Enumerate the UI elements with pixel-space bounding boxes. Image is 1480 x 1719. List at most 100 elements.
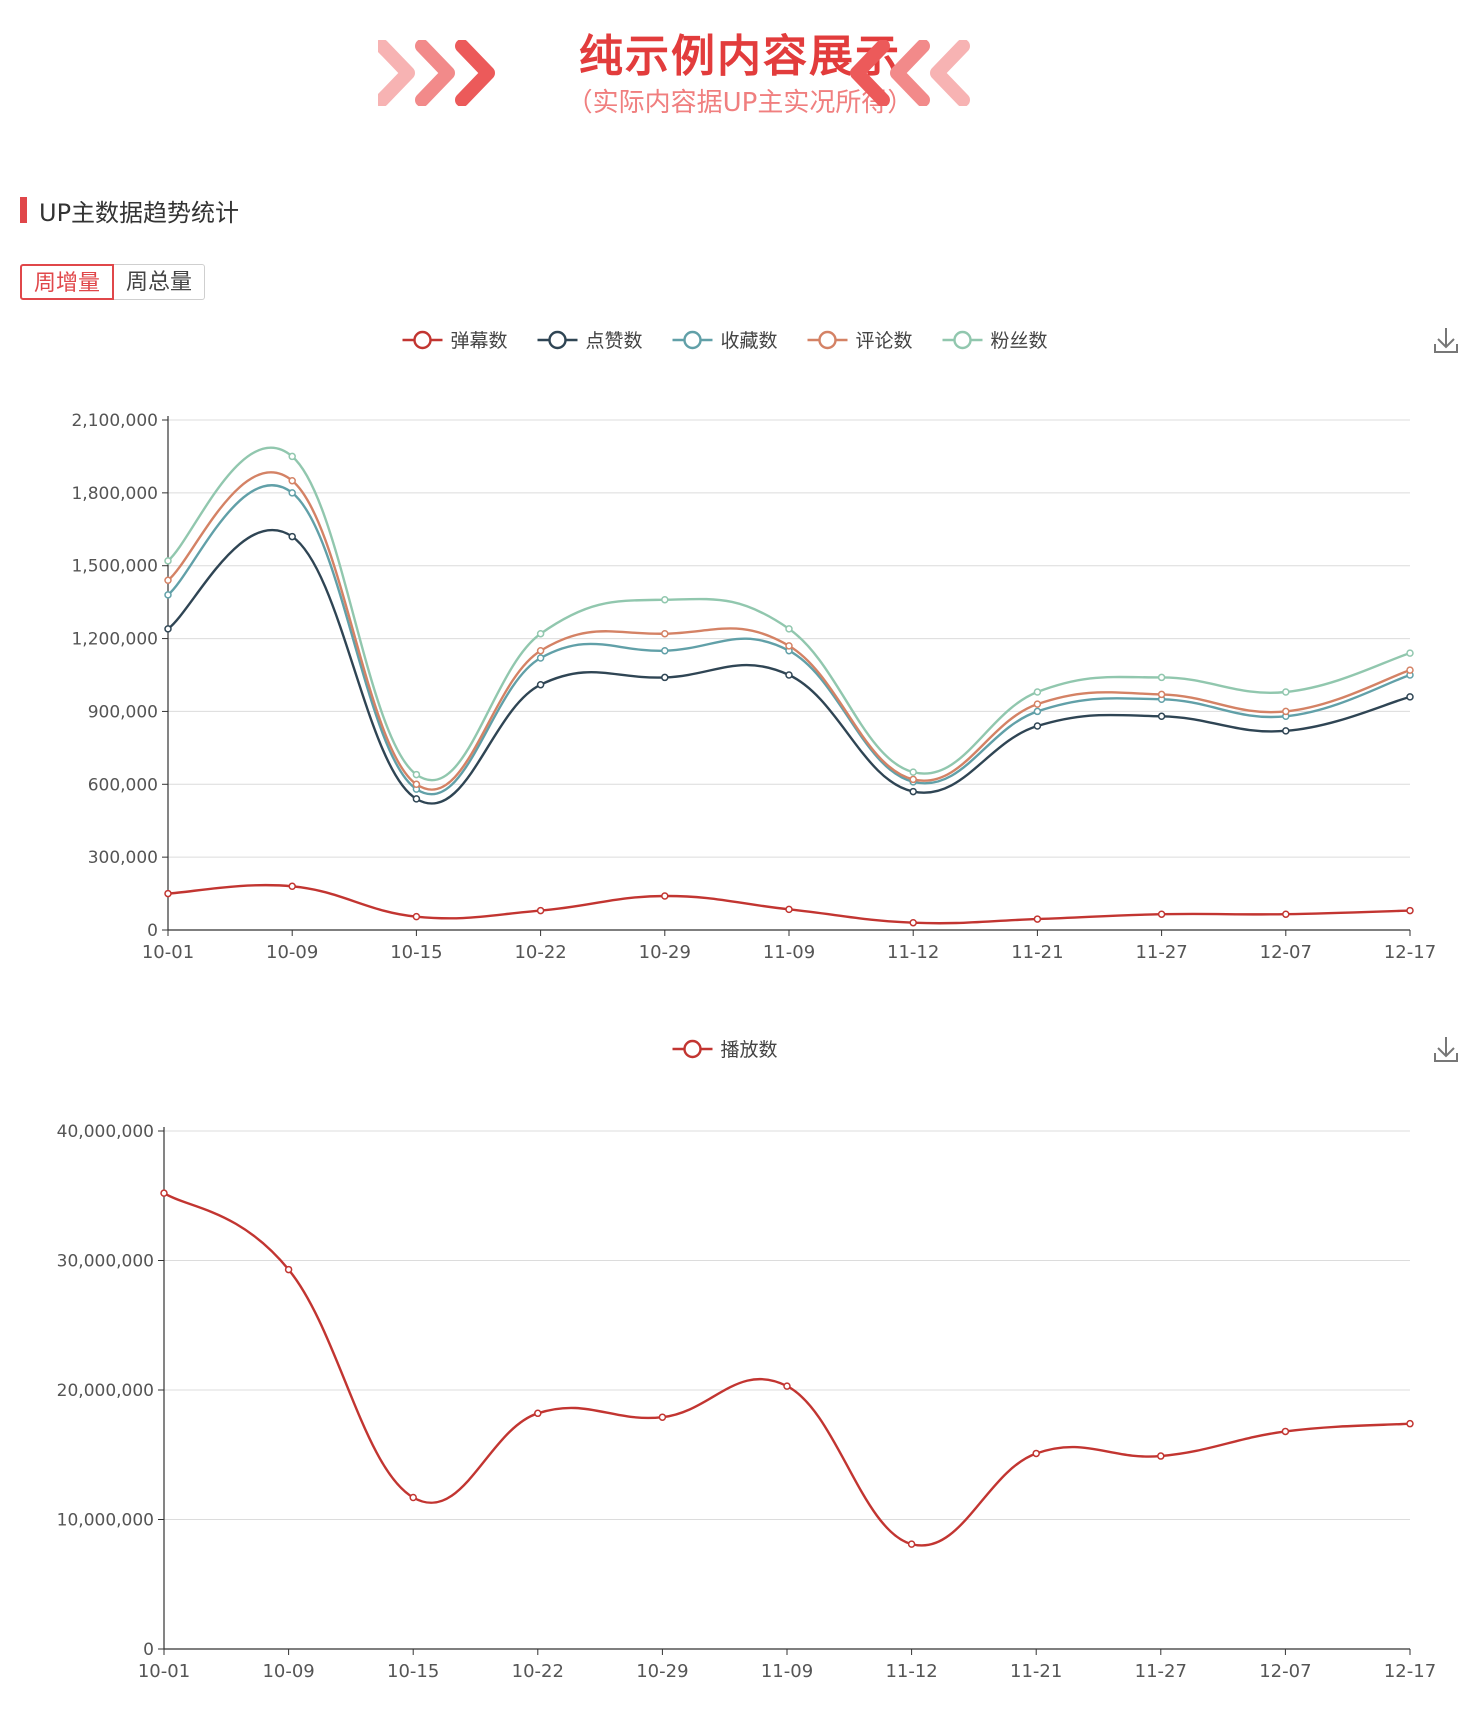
data-point[interactable] xyxy=(412,795,421,803)
data-point[interactable] xyxy=(1406,693,1414,701)
legend-item[interactable]: 点赞数 xyxy=(537,330,643,352)
x-tick-label: 11-12 xyxy=(887,942,939,963)
data-point[interactable] xyxy=(1157,712,1166,721)
x-tick-label: 11-09 xyxy=(763,942,815,963)
data-point[interactable] xyxy=(536,654,545,662)
data-point[interactable] xyxy=(661,595,669,604)
x-tick-label: 11-21 xyxy=(1010,1661,1062,1682)
legend-marker xyxy=(548,330,567,350)
data-point[interactable] xyxy=(164,889,172,898)
legend-label: 评论数 xyxy=(856,330,913,352)
data-point[interactable] xyxy=(536,906,545,915)
data-point[interactable] xyxy=(1406,649,1414,657)
data-point[interactable] xyxy=(785,905,793,914)
data-point[interactable] xyxy=(412,770,421,779)
x-tick-label: 10-29 xyxy=(639,942,691,963)
legend-label: 点赞数 xyxy=(586,330,643,352)
data-point[interactable] xyxy=(661,629,669,638)
data-point[interactable] xyxy=(288,489,296,497)
section-title-text: UP主数据趋势统计 xyxy=(39,198,240,227)
legend-item[interactable]: 评论数 xyxy=(807,330,913,352)
download-icon[interactable] xyxy=(1434,328,1458,353)
data-point[interactable] xyxy=(536,646,545,655)
data-point[interactable] xyxy=(288,476,296,485)
data-point[interactable] xyxy=(536,629,545,638)
legend-item[interactable]: 粉丝数 xyxy=(942,330,1048,352)
legend-item[interactable]: 播放数 xyxy=(672,1039,778,1061)
data-point[interactable] xyxy=(164,625,172,633)
data-point[interactable] xyxy=(661,646,669,655)
data-point[interactable] xyxy=(1282,910,1290,918)
data-point[interactable] xyxy=(534,1409,542,1418)
y-tick-label: 10,000,000 xyxy=(57,1511,154,1531)
x-tick-label: 10-22 xyxy=(514,942,566,963)
tab-weekly-increase[interactable]: 周增量 xyxy=(20,264,115,300)
series-line xyxy=(167,883,1411,925)
data-point[interactable] xyxy=(785,642,793,650)
data-point[interactable] xyxy=(1032,1449,1040,1458)
y-tick-label: 1,500,000 xyxy=(71,557,158,577)
data-point[interactable] xyxy=(909,918,917,927)
data-point[interactable] xyxy=(1033,688,1042,696)
x-tick-label: 11-27 xyxy=(1135,1661,1187,1682)
data-point[interactable] xyxy=(661,892,669,900)
data-point[interactable] xyxy=(658,1413,667,1421)
data-point[interactable] xyxy=(909,768,917,776)
data-point[interactable] xyxy=(1281,1427,1290,1436)
data-point[interactable] xyxy=(164,576,172,585)
data-point[interactable] xyxy=(785,625,793,633)
series-line xyxy=(167,528,1411,805)
data-point[interactable] xyxy=(1157,690,1166,699)
data-point[interactable] xyxy=(1033,915,1042,923)
data-point[interactable] xyxy=(164,557,172,565)
data-point[interactable] xyxy=(1282,688,1290,696)
data-point[interactable] xyxy=(412,780,421,789)
data-point[interactable] xyxy=(909,775,917,784)
data-point[interactable] xyxy=(1033,722,1042,730)
data-point[interactable] xyxy=(1157,910,1166,918)
data-point[interactable] xyxy=(907,1540,916,1548)
data-point[interactable] xyxy=(1282,727,1290,735)
data-point[interactable] xyxy=(1157,1452,1165,1460)
data-point[interactable] xyxy=(288,532,296,541)
legend-marker xyxy=(953,330,972,350)
data-point[interactable] xyxy=(409,1493,417,1502)
data-point[interactable] xyxy=(1033,700,1042,708)
legend-label: 播放数 xyxy=(721,1039,778,1061)
download-icon[interactable] xyxy=(1434,1037,1458,1062)
data-point[interactable] xyxy=(1282,707,1290,716)
x-tick-label: 11-09 xyxy=(761,1661,813,1682)
x-tick-label: 11-21 xyxy=(1011,942,1063,963)
data-point[interactable] xyxy=(284,1265,293,1274)
y-tick-label: 1,800,000 xyxy=(71,484,158,504)
data-point[interactable] xyxy=(412,912,421,921)
tab-weekly-total[interactable]: 周总量 xyxy=(114,264,206,300)
legend-item[interactable]: 弹幕数 xyxy=(402,330,508,352)
data-point[interactable] xyxy=(1157,673,1166,682)
legend-label: 弹幕数 xyxy=(451,330,508,352)
legend-item[interactable]: 收藏数 xyxy=(672,330,778,352)
y-tick-label: 0 xyxy=(147,921,158,941)
x-tick-label: 10-22 xyxy=(512,1661,564,1682)
data-point[interactable] xyxy=(1406,1419,1414,1428)
trend-chart-engagement: 0 300,000 600,000 900,000 1,200,000 1,500,000… xyxy=(71,328,1458,963)
data-point[interactable] xyxy=(783,1382,791,1390)
legend-marker xyxy=(413,330,432,350)
series-line xyxy=(167,484,1411,796)
data-point[interactable] xyxy=(661,673,669,682)
data-point[interactable] xyxy=(160,1189,168,1197)
data-point[interactable] xyxy=(1406,906,1414,915)
data-point[interactable] xyxy=(288,882,296,891)
data-point[interactable] xyxy=(909,787,917,796)
data-point[interactable] xyxy=(288,452,296,461)
x-tick-label: 10-15 xyxy=(387,1661,439,1682)
y-tick-label: 300,000 xyxy=(88,848,158,868)
y-tick-label: 900,000 xyxy=(88,702,158,722)
legend-marker xyxy=(683,330,702,350)
y-tick-label: 30,000,000 xyxy=(57,1252,154,1272)
data-point[interactable] xyxy=(1033,707,1042,716)
data-point[interactable] xyxy=(536,680,545,689)
data-point[interactable] xyxy=(785,671,793,679)
data-point[interactable] xyxy=(1406,666,1414,674)
data-point[interactable] xyxy=(164,591,172,599)
